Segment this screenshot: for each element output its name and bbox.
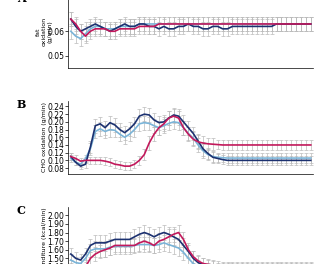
Text: A: A <box>17 0 25 4</box>
Text: C: C <box>17 205 26 216</box>
Y-axis label: fat
oxidation
(g/min): fat oxidation (g/min) <box>36 17 53 46</box>
Text: B: B <box>17 99 26 110</box>
Y-axis label: CHO oxidation (g/min): CHO oxidation (g/min) <box>42 102 47 172</box>
Y-axis label: expenditure (kcal/min): expenditure (kcal/min) <box>42 208 47 264</box>
